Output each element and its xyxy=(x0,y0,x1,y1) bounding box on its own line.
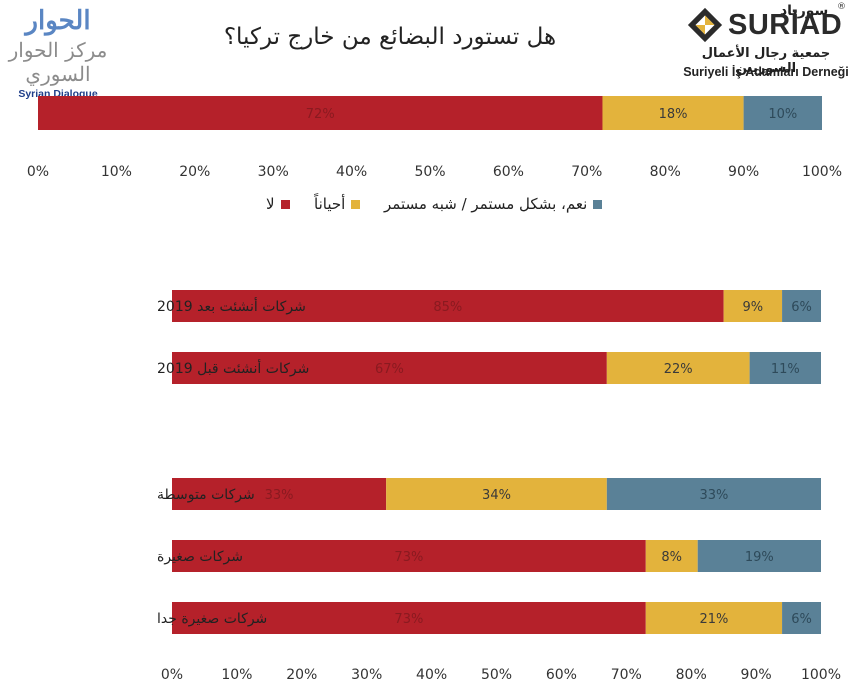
top-bar-label-0-no: 72% xyxy=(306,107,335,122)
segment-bar-label-1-sometimes: 22% xyxy=(664,362,693,377)
legend-swatch-no xyxy=(280,199,290,209)
x-tick-label-top-7: 70% xyxy=(571,164,602,180)
legend-item-sometimes: أحياناً xyxy=(314,195,361,213)
segment-bar-1-sometimes xyxy=(606,352,750,384)
x-tick-label-top-9: 90% xyxy=(728,164,759,180)
segment-bar-label-3-yes: 19% xyxy=(745,550,774,565)
legend-item-yes: نعم، بشكل مستمر / شبه مستمر xyxy=(384,195,603,213)
legend-swatch-sometimes xyxy=(351,199,361,209)
x-tick-label-top-3: 30% xyxy=(258,164,289,180)
segment-bar-label-0-no: 85% xyxy=(433,300,462,315)
segment-bar-1-no xyxy=(172,352,607,384)
x-tick-label-segment-5: 50% xyxy=(481,667,512,683)
logo-right-org-turkish: Suriyeli İş Adamları Derneği xyxy=(683,65,849,79)
segment-bar-2-no xyxy=(172,478,387,510)
x-tick-label-segment-3: 30% xyxy=(351,667,382,683)
suriad-emblem-icon xyxy=(687,7,723,43)
category-label-2: شركات متوسطة xyxy=(157,487,255,503)
legend-label-yes: نعم، بشكل مستمر / شبه مستمر xyxy=(384,195,588,213)
logo-right-brand: SURİAD xyxy=(728,9,843,41)
x-tick-label-segment-1: 10% xyxy=(221,667,252,683)
segment-bar-label-4-sometimes: 21% xyxy=(699,612,728,627)
x-tick-label-segment-10: 100% xyxy=(801,667,841,683)
segment-bar-3-no xyxy=(172,540,646,572)
registered-mark: ® xyxy=(837,2,846,12)
x-tick-label-segment-8: 80% xyxy=(676,667,707,683)
segment-bar-label-1-yes: 11% xyxy=(771,362,800,377)
segment-bar-1-yes xyxy=(749,352,821,384)
top-bar-label-0-yes: 10% xyxy=(768,107,797,122)
segment-bar-4-yes xyxy=(782,602,821,634)
x-tick-label-top-8: 80% xyxy=(650,164,681,180)
segment-bar-label-4-no: 73% xyxy=(394,612,423,627)
suriad-logo: سورياد ® SURİAD جمعية رجال الأعمال السور… xyxy=(680,2,852,82)
segment-bar-0-sometimes xyxy=(723,290,783,322)
logo-left-arabic-name: مركز الحوار السوري xyxy=(8,38,108,86)
segment-bar-3-yes xyxy=(697,540,821,572)
category-label-3: شركات صغيرة xyxy=(157,549,243,565)
segment-bar-label-3-sometimes: 8% xyxy=(661,550,682,565)
top-bar-0-sometimes xyxy=(602,96,744,130)
legend-label-no: لا xyxy=(266,195,275,213)
x-tick-label-segment-4: 40% xyxy=(416,667,447,683)
top-bar-0-yes xyxy=(743,96,822,130)
chart-title: هل تستورد البضائع من خارج تركيا؟ xyxy=(223,24,557,50)
x-tick-label-top-1: 10% xyxy=(101,164,132,180)
segment-bar-label-3-no: 73% xyxy=(394,550,423,565)
x-tick-label-top-2: 20% xyxy=(179,164,210,180)
segment-bar-0-yes xyxy=(782,290,821,322)
x-tick-label-top-5: 50% xyxy=(414,164,445,180)
segment-bar-label-4-yes: 6% xyxy=(791,612,812,627)
legend-item-no: لا xyxy=(266,195,290,213)
top-bar-0-no xyxy=(38,96,603,130)
x-tick-label-top-6: 60% xyxy=(493,164,524,180)
x-tick-label-segment-2: 20% xyxy=(286,667,317,683)
logo-left-mark: الحوار xyxy=(25,6,91,36)
category-label-4: شركات صغيرة جدا xyxy=(157,611,267,627)
category-label-0: شركات أنشئت بعد 2019 xyxy=(157,297,306,315)
segment-bar-3-sometimes xyxy=(645,540,698,572)
segment-bar-label-2-no: 33% xyxy=(265,488,294,503)
logo-right-org-arabic: جمعية رجال الأعمال السوريين xyxy=(701,46,831,76)
top-bar-label-0-sometimes: 18% xyxy=(659,107,688,122)
x-tick-label-segment-9: 90% xyxy=(741,667,772,683)
x-tick-label-segment-7: 70% xyxy=(611,667,642,683)
segment-bar-label-2-yes: 33% xyxy=(699,488,728,503)
x-tick-label-top-0: 0% xyxy=(27,164,49,180)
segment-bar-label-0-sometimes: 9% xyxy=(743,300,764,315)
logo-right-brand-arabic: سورياد xyxy=(780,3,829,19)
segment-bar-2-yes xyxy=(606,478,821,510)
category-label-1: شركات أنشئت قبل 2019 xyxy=(157,359,309,377)
segment-bar-label-1-no: 67% xyxy=(375,362,404,377)
legend-label-sometimes: أحياناً xyxy=(314,195,346,213)
x-tick-label-top-4: 40% xyxy=(336,164,367,180)
segment-bar-label-0-yes: 6% xyxy=(791,300,812,315)
segment-bar-label-2-sometimes: 34% xyxy=(482,488,511,503)
x-tick-label-segment-6: 60% xyxy=(546,667,577,683)
segment-bar-4-sometimes xyxy=(645,602,783,634)
x-tick-label-segment-0: 0% xyxy=(161,667,183,683)
x-tick-label-top-10: 100% xyxy=(802,164,842,180)
segment-bar-2-sometimes xyxy=(386,478,607,510)
chart-legend: لا أحياناً نعم، بشكل مستمر / شبه مستمر xyxy=(0,195,856,217)
legend-swatch-yes xyxy=(593,199,603,209)
segment-bar-0-no xyxy=(172,290,724,322)
segment-bar-4-no xyxy=(172,602,646,634)
